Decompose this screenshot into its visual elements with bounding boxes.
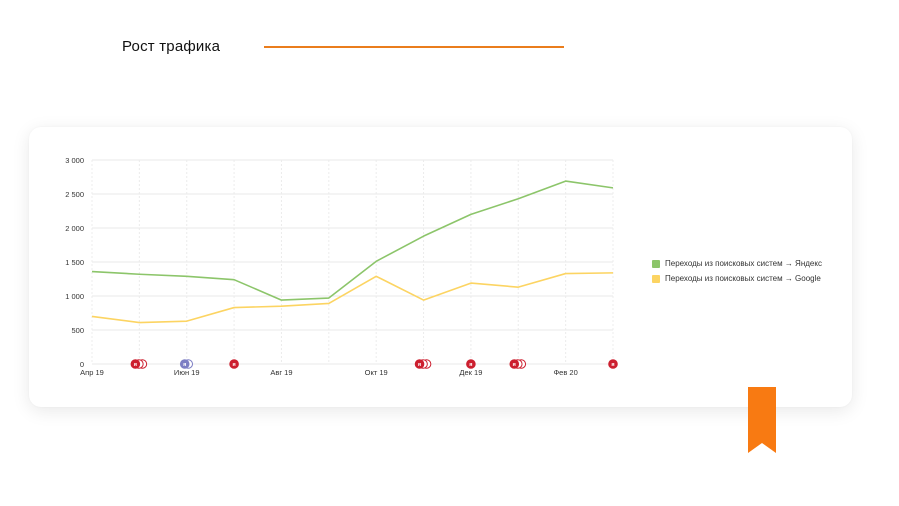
annotation-marker: я <box>509 359 527 369</box>
legend-swatch-yandex <box>652 259 660 268</box>
annotation-marker: я <box>608 359 618 369</box>
x-axis-ticks: Апр 19 Июн 19 Авг 19 Окт 19 Дек 19 Фев 20 <box>80 368 578 377</box>
annotation-marker: я <box>414 359 432 369</box>
x-tick-label: Июн 19 <box>174 368 200 377</box>
y-axis-ticks: 0 500 1 000 1 500 2 000 2 500 3 000 <box>65 156 84 369</box>
legend-item-yandex[interactable]: Переходы из поисковых систем → Яндекс <box>652 256 822 271</box>
bookmark-icon <box>748 387 776 453</box>
annotation-marker-dot <box>466 359 476 369</box>
legend-label-google: Переходы из поисковых систем → Google <box>665 274 821 283</box>
annotation-marker-dot <box>509 359 519 369</box>
legend-label-yandex: Переходы из поисковых систем → Яндекс <box>665 259 822 268</box>
annotation-marker: я <box>466 359 476 369</box>
x-tick-label: Авг 19 <box>270 368 292 377</box>
x-tick-label: Дек 19 <box>459 368 482 377</box>
annotation-marker-dot <box>229 359 239 369</box>
x-tick-label: Окт 19 <box>365 368 388 377</box>
legend-item-google[interactable]: Переходы из поисковых систем → Google <box>652 271 822 286</box>
traffic-line-chart: 0 500 1 000 1 500 2 000 2 500 3 000 Апр 19 Июн … <box>65 156 618 377</box>
page-title: Рост трафика <box>122 38 221 55</box>
legend-swatch-google <box>652 274 660 283</box>
annotation-marker-label: я <box>611 362 614 368</box>
title-underline <box>264 46 564 48</box>
annotation-marker-dot <box>131 359 140 369</box>
y-tick-label: 1 500 <box>65 258 84 267</box>
y-tick-label: 0 <box>80 360 84 369</box>
y-tick-label: 1 000 <box>65 292 84 301</box>
y-tick-label: 3 000 <box>65 156 84 165</box>
annotation-marker: я <box>179 359 194 369</box>
annotation-marker-label: я <box>513 362 516 368</box>
x-tick-label: Фев 20 <box>553 368 577 377</box>
chart-legend: Переходы из поисковых систем → Яндекс Пе… <box>652 256 822 286</box>
annotation-marker-label: я <box>469 362 472 368</box>
y-tick-label: 2 000 <box>65 224 84 233</box>
annotation-marker: я <box>229 359 239 369</box>
annotation-marker-dot <box>608 359 618 369</box>
series-line-yandex <box>91 180 614 301</box>
series-line-google <box>91 272 614 324</box>
annotation-marker-label: я <box>183 362 186 368</box>
y-tick-label: 2 500 <box>65 190 84 199</box>
annotation-marker-dot <box>415 359 424 369</box>
annotation-marker-dot <box>180 359 190 369</box>
annotation-marker-label: я <box>134 362 137 368</box>
annotation-marker-label: я <box>418 362 421 368</box>
chart-series <box>91 180 614 324</box>
annotation-marker: я <box>130 359 148 369</box>
chart-grid <box>91 159 614 365</box>
chart-card: 0 500 1 000 1 500 2 000 2 500 3 000 Апр 19 Июн … <box>29 127 852 407</box>
x-tick-label: Апр 19 <box>80 368 104 377</box>
annotation-marker-label: я <box>232 362 235 368</box>
y-tick-label: 500 <box>71 326 84 335</box>
